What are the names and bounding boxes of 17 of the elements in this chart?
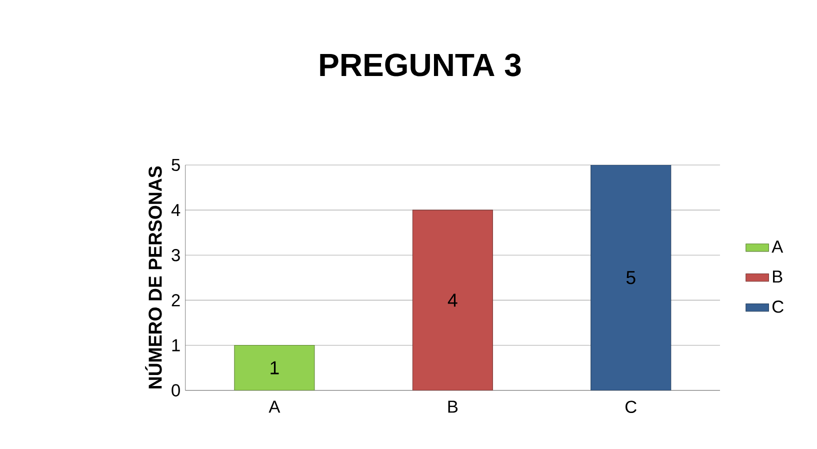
y-tick-label: 3 [172, 248, 180, 262]
y-tick-label: 0 [172, 384, 180, 396]
chart-title: PREGUNTA 3 [320, 54, 521, 76]
data-label: 5 [626, 271, 636, 284]
legend-label: A [772, 240, 784, 253]
y-tick-label: 4 [171, 204, 180, 216]
x-tick-label: A [268, 400, 280, 413]
data-label: 1 [270, 361, 279, 374]
y-axis-title: NÚMERO DE PERSONAS [145, 166, 162, 388]
y-tick-label: 2 [172, 294, 180, 306]
x-tick-label: B [448, 400, 458, 413]
legend-label: B [773, 270, 782, 283]
x-tick-label: C [626, 400, 636, 413]
legend-label: C [772, 300, 784, 313]
y-tick-label: 1 [172, 339, 180, 352]
data-label: 4 [448, 294, 458, 307]
y-tick-label: 5 [172, 158, 180, 172]
